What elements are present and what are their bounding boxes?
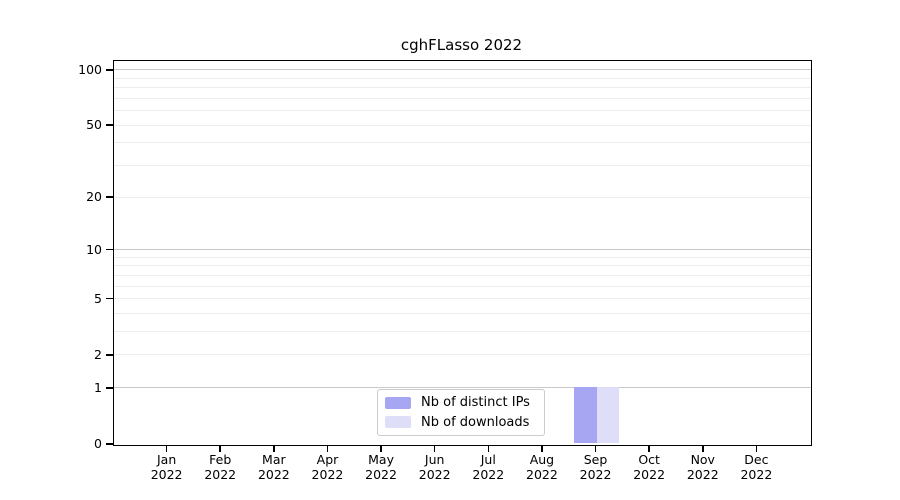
x-tick-label: Feb 2022 — [204, 452, 237, 482]
minor-gridline — [114, 298, 811, 300]
plot-area — [113, 60, 812, 446]
x-tick — [702, 445, 704, 452]
y-tick-label: 2 — [94, 346, 102, 362]
minor-gridline — [114, 313, 811, 314]
y-tick — [106, 297, 113, 300]
major-gridline — [114, 69, 811, 71]
bar-sep-downloads — [596, 387, 620, 444]
bar-sep-distinct-ips — [574, 387, 597, 444]
y-tick — [106, 248, 113, 251]
x-tick — [755, 445, 758, 452]
minor-gridline — [114, 77, 811, 79]
x-tick-label: Sep 2022 — [579, 452, 612, 482]
x-tick-label: Mar 2022 — [257, 452, 290, 482]
minor-gridline — [114, 110, 811, 112]
x-tick — [541, 445, 543, 452]
y-tick-label: 20 — [86, 189, 102, 205]
legend-label-distinct-ips: Nb of distinct IPs — [421, 395, 530, 411]
x-tick-label: Oct 2022 — [633, 452, 666, 482]
x-tick — [648, 445, 650, 452]
y-tick — [106, 354, 113, 356]
minor-gridline — [114, 165, 811, 167]
y-tick-label: 10 — [86, 241, 102, 257]
chart-title: cghFLasso 2022 — [400, 36, 523, 54]
y-tick — [106, 196, 113, 198]
minor-gridline — [114, 274, 811, 276]
y-tick-label: 50 — [86, 117, 102, 133]
x-tick — [219, 445, 221, 452]
x-tick-label: Dec 2022 — [740, 452, 773, 482]
minor-gridline — [114, 196, 811, 198]
minor-gridline — [114, 87, 811, 89]
x-tick-label: Aug 2022 — [526, 452, 558, 482]
x-tick-label: Jul 2022 — [472, 452, 505, 482]
x-tick-label: Jun 2022 — [418, 452, 451, 482]
legend-label-downloads: Nb of downloads — [421, 414, 530, 430]
minor-gridline — [114, 285, 811, 287]
x-tick — [326, 445, 329, 452]
y-tick — [106, 443, 113, 445]
x-tick-label: May 2022 — [365, 452, 397, 482]
x-tick — [487, 445, 490, 452]
x-tick — [380, 445, 382, 452]
x-tick-label: Nov 2022 — [686, 452, 719, 482]
downloads-swatch-icon — [385, 416, 411, 429]
y-tick-label: 100 — [78, 61, 102, 77]
x-tick-label: Apr 2022 — [311, 452, 344, 482]
legend-item-distinct-ips: Nb of distinct IPs — [385, 395, 544, 410]
y-tick-label: 5 — [94, 290, 102, 306]
major-gridline — [114, 387, 811, 389]
y-tick-label: 1 — [94, 379, 102, 395]
minor-gridline — [114, 124, 811, 126]
major-gridline — [114, 249, 811, 251]
y-tick — [106, 387, 113, 389]
minor-gridline — [114, 256, 811, 258]
y-tick — [106, 69, 113, 71]
minor-gridline — [114, 142, 811, 144]
legend-item-downloads: Nb of downloads — [385, 415, 544, 430]
minor-gridline — [114, 331, 811, 333]
legend: Nb of distinct IPs Nb of downloads — [377, 389, 545, 436]
x-tick-label: Jan 2022 — [150, 452, 183, 482]
minor-gridline — [114, 97, 811, 99]
minor-gridline — [114, 265, 811, 267]
y-tick-label: 0 — [94, 436, 102, 451]
y-tick — [106, 124, 113, 126]
x-tick — [273, 445, 275, 452]
x-tick — [433, 445, 436, 452]
x-tick — [594, 445, 597, 452]
distinct-ips-swatch-icon — [385, 396, 411, 409]
minor-gridline — [114, 354, 811, 356]
x-tick — [165, 445, 168, 452]
